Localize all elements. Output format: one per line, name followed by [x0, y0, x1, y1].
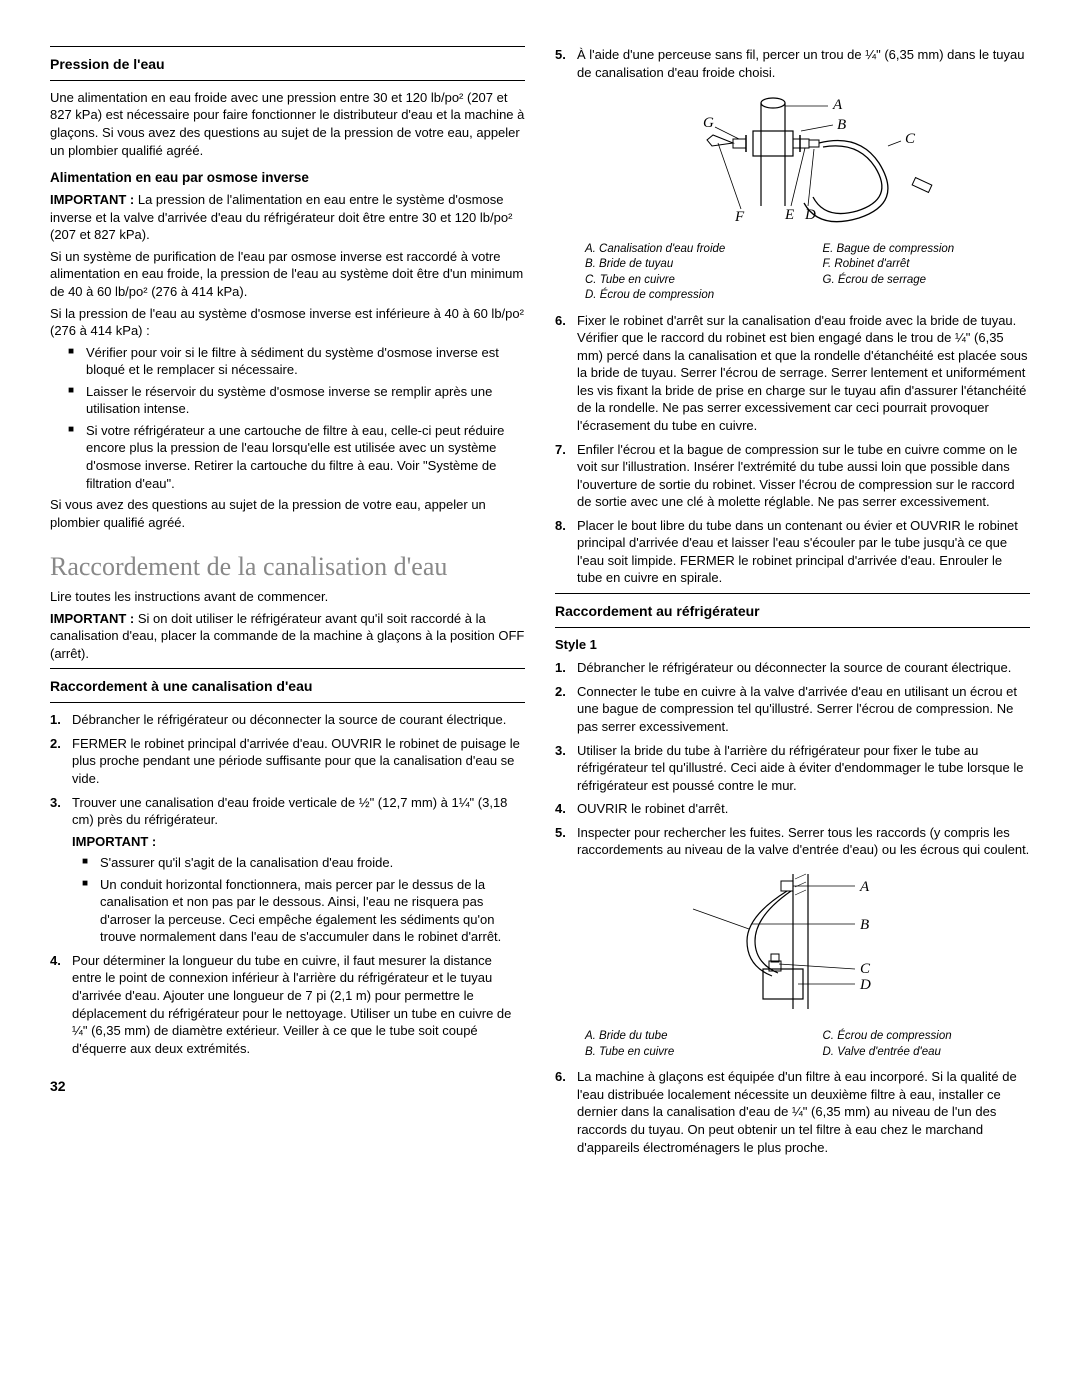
label-D: D	[804, 207, 816, 223]
figure-1: A B C D E F G	[555, 91, 1030, 236]
step-2: 2.FERMER le robinet principal d'arrivée …	[50, 735, 525, 788]
legend-item: C. Écrou de compression	[823, 1029, 1031, 1045]
osmose-important: IMPORTANT : La pression de l'alimentatio…	[50, 191, 525, 244]
racc-important: IMPORTANT : Si on doit utiliser le réfri…	[50, 610, 525, 663]
bullet-item: Si votre réfrigérateur a une cartouche d…	[68, 422, 525, 492]
refrig-steps: 1.Débrancher le réfrigérateur ou déconne…	[555, 659, 1030, 858]
osmose-p4: Si vous avez des questions au sujet de l…	[50, 496, 525, 531]
label-C: C	[860, 961, 871, 977]
label-B: B	[860, 917, 869, 933]
label-A: A	[859, 879, 870, 895]
divider	[50, 46, 525, 47]
refrigerator-valve-diagram: A B C D	[663, 869, 923, 1019]
steps-list: 1.Débrancher le réfrigérateur ou déconne…	[50, 711, 525, 1057]
step-text: Enfiler l'écrou et la bague de compressi…	[577, 442, 1017, 510]
step-4: 4.Pour déterminer la longueur du tube en…	[50, 952, 525, 1057]
divider	[50, 702, 525, 703]
osmose-p3: Si la pression de l'eau au système d'osm…	[50, 305, 525, 340]
step-6b: 6.La machine à glaçons est équipée d'un …	[555, 1068, 1030, 1156]
legend-item: D. Écrou de compression	[585, 288, 793, 304]
bullet-item: Vérifier pour voir si le filtre à sédime…	[68, 344, 525, 379]
label-F: F	[734, 209, 745, 225]
legend-item: A. Canalisation d'eau froide	[585, 242, 793, 258]
steps-678: 6.Fixer le robinet d'arrêt sur la canali…	[555, 312, 1030, 587]
step-7: 7.Enfiler l'écrou et la bague de compres…	[555, 441, 1030, 511]
legend-item: E. Bague de compression	[823, 242, 1031, 258]
label-C: C	[905, 131, 916, 147]
left-column: Pression de l'eau Une alimentation en ea…	[50, 40, 525, 1162]
label-A: A	[832, 97, 843, 113]
figure-2: A B C D	[555, 869, 1030, 1024]
legend-item: B. Bride de tuyau	[585, 257, 793, 273]
step3-bullets: S'assurer qu'il s'agit de la canalisatio…	[82, 854, 525, 946]
step-8: 8.Placer le bout libre du tube dans un c…	[555, 517, 1030, 587]
label-E: E	[784, 207, 794, 223]
step-text: Débrancher le réfrigérateur ou déconnect…	[72, 712, 506, 727]
label-D: D	[859, 977, 871, 993]
style1-heading: Style 1	[555, 636, 1030, 654]
step-text: Placer le bout libre du tube dans un con…	[577, 518, 1018, 586]
step-3: 3.Trouver une canalisation d'eau froide …	[50, 794, 525, 946]
r-step-3: 3.Utiliser la bride du tube à l'arrière …	[555, 742, 1030, 795]
divider	[555, 593, 1030, 594]
legend-item: C. Tube en cuivre	[585, 273, 793, 289]
step-text: Inspecter pour rechercher les fuites. Se…	[577, 825, 1029, 858]
step-text: Connecter le tube en cuivre à la valve d…	[577, 684, 1017, 734]
step-1: 1.Débrancher le réfrigérateur ou déconne…	[50, 711, 525, 729]
r-step-1: 1.Débrancher le réfrigérateur ou déconne…	[555, 659, 1030, 677]
important-label: IMPORTANT :	[50, 611, 134, 626]
pipe-valve-diagram: A B C D E F G	[633, 91, 953, 231]
right-column: 5.À l'aide d'une perceuse sans fil, perc…	[555, 40, 1030, 1162]
step-6b-list: 6.La machine à glaçons est équipée d'un …	[555, 1068, 1030, 1156]
step-text: Débrancher le réfrigérateur ou déconnect…	[577, 660, 1011, 675]
page-number: 32	[50, 1077, 525, 1096]
legend-item: G. Écrou de serrage	[823, 273, 1031, 289]
pression-heading: Pression de l'eau	[50, 55, 525, 74]
bullet-item: Un conduit horizontal fonctionnera, mais…	[82, 876, 525, 946]
r-step-5: 5.Inspecter pour rechercher les fuites. …	[555, 824, 1030, 859]
r-step-4: 4.OUVRIR le robinet d'arrêt.	[555, 800, 1030, 818]
step-text: Utiliser la bride du tube à l'arrière du…	[577, 743, 1023, 793]
label-B: B	[837, 117, 846, 133]
step3-important: IMPORTANT :	[72, 834, 156, 849]
legend-item: D. Valve d'entrée d'eau	[823, 1045, 1031, 1061]
figure-2-legend: A. Bride du tube B. Tube en cuivre C. Éc…	[585, 1029, 1030, 1060]
racc-p1: Lire toutes les instructions avant de co…	[50, 588, 525, 606]
step-text: À l'aide d'une perceuse sans fil, percer…	[577, 47, 1025, 80]
important-label: IMPORTANT :	[50, 192, 134, 207]
step-text: Pour déterminer la longueur du tube en c…	[72, 953, 511, 1056]
divider	[555, 627, 1030, 628]
bullet-item: S'assurer qu'il s'agit de la canalisatio…	[82, 854, 525, 872]
legend-item: A. Bride du tube	[585, 1029, 793, 1045]
refrig-heading: Raccordement au réfrigérateur	[555, 602, 1030, 621]
bullet-item: Laisser le réservoir du système d'osmose…	[68, 383, 525, 418]
step-text: FERMER le robinet principal d'arrivée d'…	[72, 736, 520, 786]
step-6: 6.Fixer le robinet d'arrêt sur la canali…	[555, 312, 1030, 435]
step-text: OUVRIR le robinet d'arrêt.	[577, 801, 728, 816]
racc-canal-heading: Raccordement à une canalisation d'eau	[50, 677, 525, 696]
legend-item: B. Tube en cuivre	[585, 1045, 793, 1061]
figure-1-legend: A. Canalisation d'eau froide B. Bride de…	[585, 242, 1030, 304]
r-step-2: 2.Connecter le tube en cuivre à la valve…	[555, 683, 1030, 736]
legend-item: F. Robinet d'arrêt	[823, 257, 1031, 273]
page-layout: Pression de l'eau Une alimentation en ea…	[50, 40, 1030, 1162]
divider	[50, 668, 525, 669]
label-G: G	[703, 115, 714, 131]
raccordement-title: Raccordement de la canalisation d'eau	[50, 549, 525, 584]
step-text: La machine à glaçons est équipée d'un fi…	[577, 1069, 1017, 1154]
step-text: Fixer le robinet d'arrêt sur la canalisa…	[577, 313, 1028, 433]
steps-list-right: 5.À l'aide d'une perceuse sans fil, perc…	[555, 46, 1030, 81]
pression-text: Une alimentation en eau froide avec une …	[50, 89, 525, 159]
step-text: Trouver une canalisation d'eau froide ve…	[72, 795, 507, 828]
osmose-p2: Si un système de purification de l'eau p…	[50, 248, 525, 301]
divider	[50, 80, 525, 81]
osmose-heading: Alimentation en eau par osmose inverse	[50, 169, 525, 187]
step-5: 5.À l'aide d'une perceuse sans fil, perc…	[555, 46, 1030, 81]
osmose-bullets: Vérifier pour voir si le filtre à sédime…	[68, 344, 525, 492]
